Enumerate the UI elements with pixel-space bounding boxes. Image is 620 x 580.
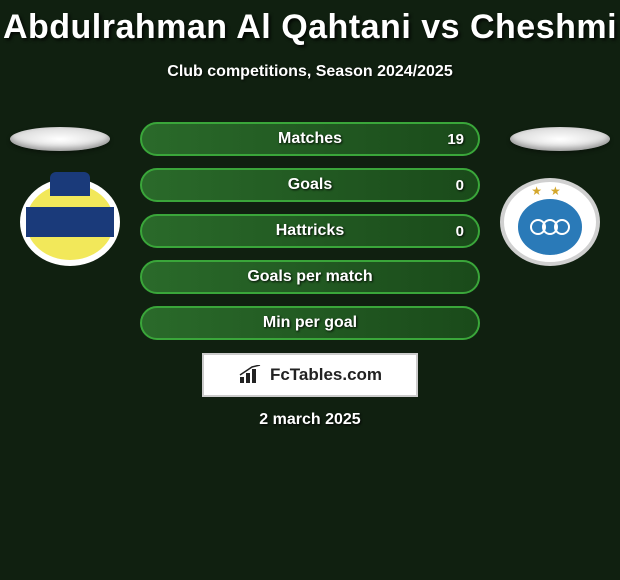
player-marker-right (510, 127, 610, 151)
date-text: 2 march 2025 (0, 411, 620, 429)
stat-label: Goals per match (247, 268, 372, 286)
stat-row: Min per goal (140, 306, 480, 340)
crown-icon (50, 172, 90, 196)
stat-label: Min per goal (263, 314, 357, 332)
stat-row: Goals per match (140, 260, 480, 294)
stat-value-right: 0 (456, 223, 464, 240)
page-subtitle: Club competitions, Season 2024/2025 (0, 63, 620, 81)
stat-label: Matches (278, 130, 342, 148)
branding-text: FcTables.com (270, 365, 382, 385)
stat-label: Hattricks (276, 222, 344, 240)
page-title: Abdulrahman Al Qahtani vs Cheshmi (0, 0, 620, 47)
stat-value-right: 0 (456, 177, 464, 194)
stat-row: Matches 19 (140, 122, 480, 156)
stat-label: Goals (288, 176, 332, 194)
chart-icon (238, 365, 264, 385)
star-icon: ★★ (531, 184, 569, 198)
rings-icon (530, 219, 570, 235)
branding-box: FcTables.com (202, 353, 418, 397)
stat-row: Hattricks 0 (140, 214, 480, 248)
stat-row: Goals 0 (140, 168, 480, 202)
crest-band (26, 207, 114, 237)
stat-rows-container: Matches 19 Goals 0 Hattricks 0 Goals per match… (140, 122, 480, 352)
stat-value-right: 19 (447, 131, 464, 148)
player-marker-left (10, 127, 110, 151)
club-crest-left (20, 178, 120, 266)
club-crest-right: ★★ (500, 178, 600, 266)
